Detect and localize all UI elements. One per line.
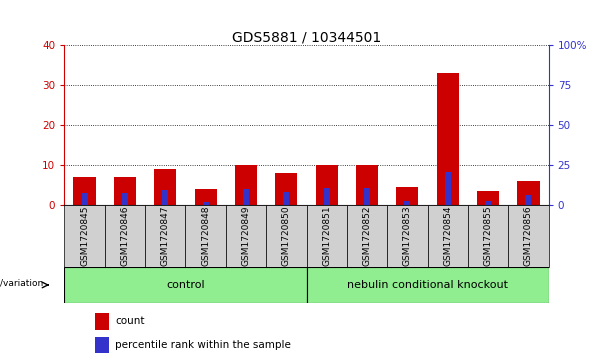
Bar bbox=[243, 189, 249, 205]
Text: GSM1720854: GSM1720854 bbox=[443, 206, 452, 266]
Bar bbox=[396, 187, 419, 205]
Bar bbox=[105, 205, 145, 267]
Title: GDS5881 / 10344501: GDS5881 / 10344501 bbox=[232, 30, 381, 44]
Bar bbox=[122, 193, 128, 205]
Bar bbox=[444, 172, 451, 205]
Bar bbox=[405, 201, 411, 205]
Text: GSM1720846: GSM1720846 bbox=[120, 206, 129, 266]
Text: GSM1720851: GSM1720851 bbox=[322, 205, 331, 266]
Bar bbox=[185, 205, 226, 267]
Text: GSM1720850: GSM1720850 bbox=[282, 205, 291, 266]
Bar bbox=[226, 205, 266, 267]
Text: GSM1720855: GSM1720855 bbox=[484, 205, 493, 266]
Text: control: control bbox=[166, 280, 205, 290]
Bar bbox=[364, 188, 370, 205]
Text: GSM1720849: GSM1720849 bbox=[242, 206, 251, 266]
Text: GSM1720845: GSM1720845 bbox=[80, 206, 89, 266]
Bar bbox=[202, 202, 208, 205]
Bar bbox=[64, 267, 306, 303]
Bar bbox=[154, 169, 177, 205]
Bar bbox=[517, 181, 539, 205]
Bar bbox=[436, 73, 459, 205]
Bar bbox=[316, 165, 338, 205]
Bar bbox=[387, 205, 428, 267]
Bar bbox=[82, 193, 88, 205]
Bar bbox=[64, 205, 105, 267]
Text: GSM1720856: GSM1720856 bbox=[524, 205, 533, 266]
Bar bbox=[356, 165, 378, 205]
Bar bbox=[477, 191, 499, 205]
Bar bbox=[235, 165, 257, 205]
Text: nebulin conditional knockout: nebulin conditional knockout bbox=[347, 280, 508, 290]
Bar bbox=[95, 313, 109, 330]
Text: count: count bbox=[115, 316, 145, 326]
Bar bbox=[306, 267, 549, 303]
Text: GSM1720848: GSM1720848 bbox=[201, 206, 210, 266]
Bar bbox=[162, 190, 169, 205]
Bar bbox=[324, 188, 330, 205]
Text: GSM1720853: GSM1720853 bbox=[403, 205, 412, 266]
Bar bbox=[266, 205, 306, 267]
Bar bbox=[275, 173, 297, 205]
Bar bbox=[485, 201, 491, 205]
Bar bbox=[347, 205, 387, 267]
Bar bbox=[114, 177, 136, 205]
Bar bbox=[283, 192, 289, 205]
Text: percentile rank within the sample: percentile rank within the sample bbox=[115, 340, 291, 350]
Bar bbox=[427, 205, 468, 267]
Bar bbox=[145, 205, 185, 267]
Bar bbox=[508, 205, 549, 267]
Text: GSM1720852: GSM1720852 bbox=[362, 206, 371, 266]
Bar bbox=[74, 177, 96, 205]
Bar bbox=[306, 205, 347, 267]
Bar bbox=[194, 189, 217, 205]
Bar bbox=[95, 337, 109, 354]
Bar bbox=[468, 205, 508, 267]
Text: GSM1720847: GSM1720847 bbox=[161, 206, 170, 266]
Text: genotype/variation: genotype/variation bbox=[0, 279, 44, 287]
Bar bbox=[525, 195, 531, 205]
